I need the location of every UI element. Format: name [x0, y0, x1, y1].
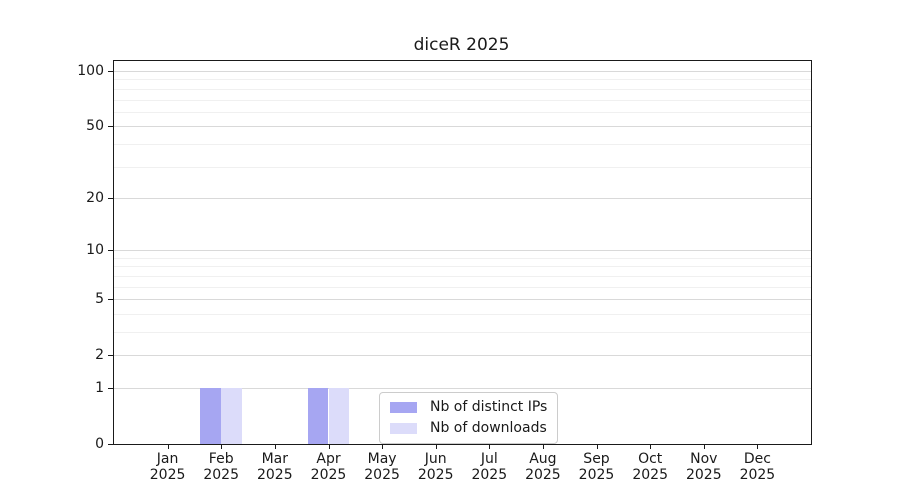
legend-label-distinct-ips: Nb of distinct IPs [430, 399, 548, 415]
x-tick-mark [328, 444, 330, 449]
bar-distinct-ips [200, 388, 222, 444]
y-tick-mark [108, 71, 113, 72]
x-axis-tick-label: Sep 2025 [579, 451, 615, 483]
y-minor-gridline [114, 79, 811, 81]
x-tick-mark [650, 444, 652, 449]
x-tick-month: Sep [583, 451, 610, 467]
y-minor-gridline [114, 313, 811, 315]
x-tick-month: Mar [261, 451, 289, 467]
y-minor-gridline [114, 275, 811, 277]
chart-title: diceR 2025 [413, 35, 510, 55]
x-axis-tick-label: Feb 2025 [203, 451, 239, 483]
y-minor-gridline [114, 286, 811, 288]
x-tick-year: 2025 [525, 467, 561, 483]
x-tick-year: 2025 [310, 467, 347, 483]
x-tick-year: 2025 [256, 467, 293, 483]
legend-entry-downloads: Nb of downloads [390, 420, 547, 437]
y-minor-gridline [114, 99, 811, 101]
y-tick-mark [108, 355, 113, 357]
legend: Nb of distinct IPs Nb of downloads [379, 392, 559, 444]
y-minor-gridline [114, 111, 811, 113]
x-tick-year: 2025 [685, 467, 722, 483]
legend-label-downloads: Nb of downloads [430, 420, 547, 436]
x-tick-mark [221, 444, 223, 449]
y-tick-mark [108, 299, 113, 301]
x-tick-month: Oct [638, 451, 663, 467]
x-tick-mark [542, 444, 544, 449]
y-minor-gridline [114, 257, 811, 259]
x-tick-year: 2025 [149, 467, 186, 483]
x-tick-month: Nov [690, 451, 718, 467]
x-tick-year: 2025 [578, 467, 615, 483]
x-tick-mark [274, 444, 276, 449]
legend-entry-distinct-ips: Nb of distinct IPs [390, 399, 547, 416]
y-tick-mark [108, 250, 113, 252]
x-tick-month: Jan [156, 451, 179, 467]
x-tick-mark [596, 444, 598, 449]
legend-swatch-downloads [390, 423, 417, 434]
y-axis-tick-label: 1 [95, 380, 104, 396]
x-axis-tick-label: Aug 2025 [525, 451, 561, 483]
y-tick-mark [108, 444, 113, 445]
y-major-gridline [114, 250, 811, 252]
y-minor-gridline [114, 332, 811, 333]
plot-area: Nb of distinct IPs Nb of downloads 0 1 2 5 1… [77, 60, 812, 483]
x-tick-mark [435, 444, 437, 449]
y-tick-mark [108, 126, 113, 128]
x-tick-year: 2025 [471, 467, 508, 483]
y-axis-tick-label: 50 [86, 118, 104, 135]
x-axis-tick-label: Oct 2025 [632, 451, 668, 483]
y-minor-gridline [114, 166, 811, 168]
x-axis-tick-label: Jun 2025 [418, 451, 454, 483]
x-axis-tick-label: Jul 2025 [471, 451, 507, 483]
x-tick-month: Feb [208, 451, 234, 467]
x-tick-month: Dec [743, 451, 771, 467]
y-minor-gridline [114, 143, 811, 145]
x-tick-year: 2025 [739, 467, 776, 483]
y-major-gridline [114, 126, 811, 128]
x-tick-month: Jul [480, 451, 498, 467]
x-axis-tick-label: May 2025 [364, 451, 400, 483]
y-axis-tick-label: 100 [77, 63, 104, 79]
x-axis-tick-label: Nov 2025 [686, 451, 722, 483]
legend-swatch-distinct-ips [390, 402, 417, 413]
y-axis-tick-label: 20 [86, 189, 104, 206]
bar-downloads [221, 388, 243, 444]
y-minor-gridline [114, 88, 811, 90]
x-axis-tick-label: Jan 2025 [150, 451, 186, 483]
x-tick-month: May [367, 451, 397, 467]
y-tick-mark [108, 197, 113, 199]
x-axis-tick-label: Apr 2025 [311, 451, 347, 483]
x-tick-year: 2025 [364, 467, 400, 483]
y-axis-tick-label: 5 [95, 291, 104, 308]
y-major-gridline [114, 71, 811, 72]
y-major-gridline [114, 197, 811, 199]
y-major-gridline [114, 299, 811, 301]
x-tick-mark [703, 444, 705, 449]
x-tick-mark [489, 444, 491, 449]
x-tick-month: Aug [529, 451, 557, 467]
x-tick-year: 2025 [203, 467, 240, 483]
x-tick-mark [167, 444, 169, 449]
y-tick-mark [108, 388, 113, 389]
x-tick-year: 2025 [417, 467, 454, 483]
x-tick-mark [757, 444, 759, 449]
x-axis-tick-label: Mar 2025 [257, 451, 293, 483]
x-tick-month: Jun [424, 451, 447, 467]
x-tick-month: Apr [316, 451, 341, 467]
bar-distinct-ips [307, 388, 329, 444]
y-major-gridline [114, 355, 811, 357]
bar-downloads [328, 388, 350, 444]
y-axis-tick-label: 10 [86, 242, 104, 259]
x-tick-mark [382, 444, 384, 449]
x-axis-tick-label: Dec 2025 [740, 451, 776, 483]
y-minor-gridline [114, 266, 811, 268]
y-axis-tick-label: 0 [95, 436, 104, 452]
y-major-gridline [114, 388, 811, 389]
y-axis-tick-label: 2 [95, 347, 104, 364]
x-tick-year: 2025 [632, 467, 669, 483]
